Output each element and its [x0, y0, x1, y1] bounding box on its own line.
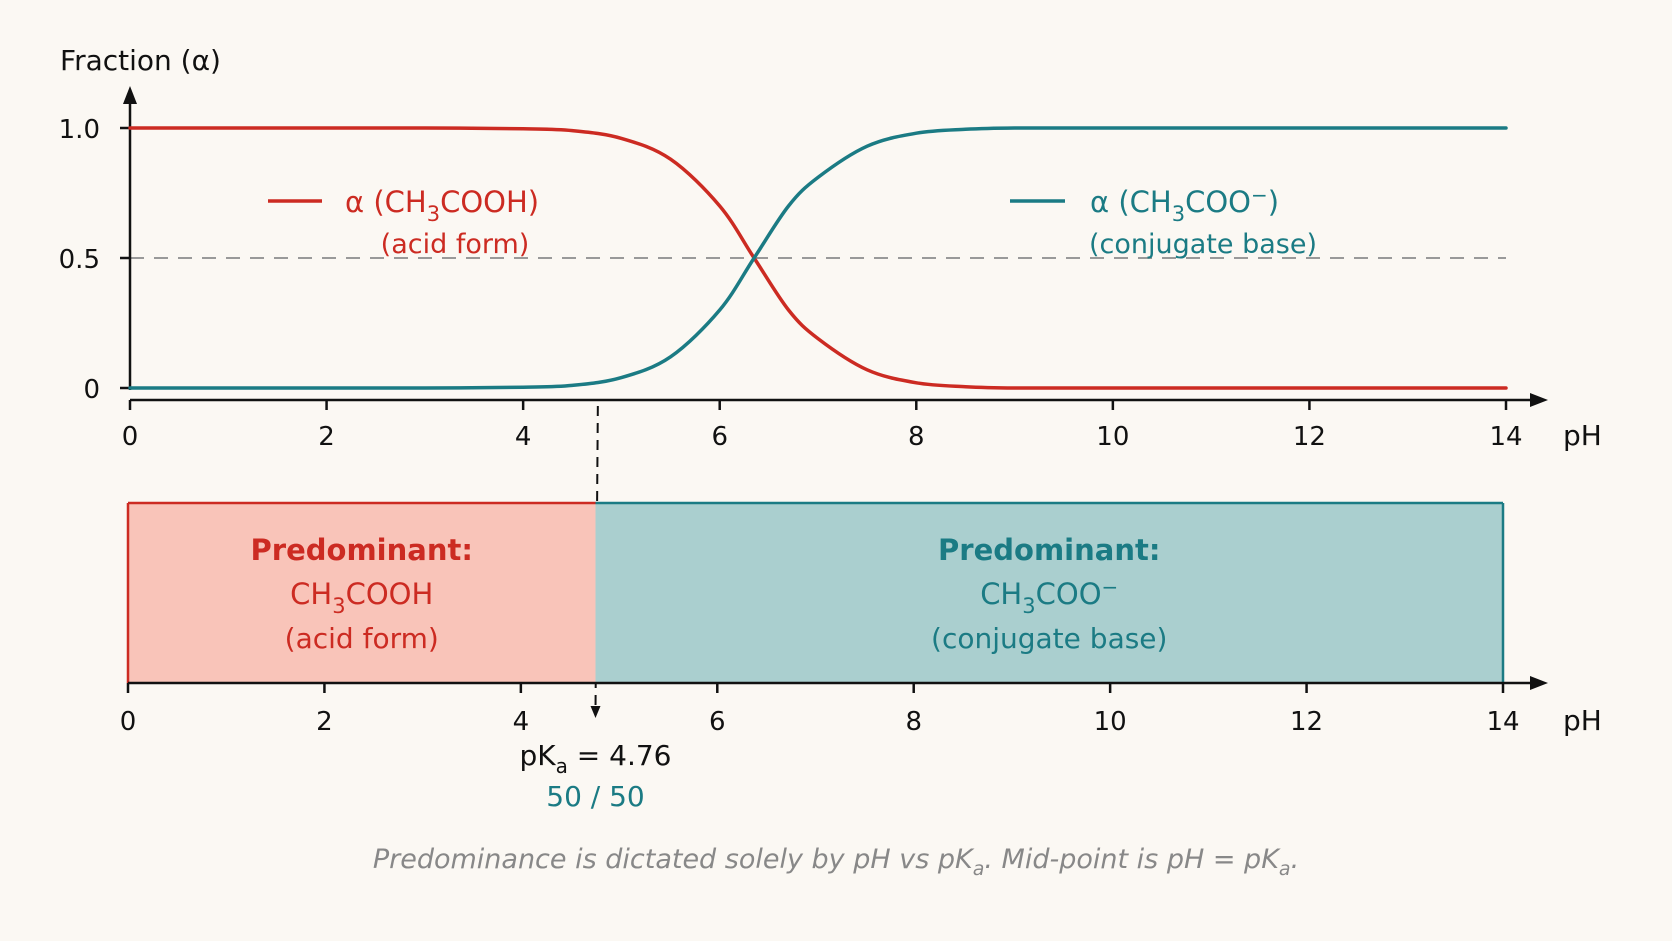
legend-acid: α (CH3COOH) (acid form)	[268, 185, 539, 260]
bottom-x-tick-label: 14	[1486, 707, 1519, 737]
top-plot: Fraction (α) 0 0.5 1.0 0 2 4 6 8 10 12 14 pH α (C…	[59, 44, 1602, 452]
base-region-species: CH3COO−	[980, 575, 1118, 618]
top-x-tick-label: 4	[515, 422, 532, 452]
bottom-x-axis-arrow-icon	[1530, 676, 1548, 690]
acid-fraction-line	[128, 126, 1508, 390]
top-x-axis-title: pH	[1563, 419, 1602, 452]
top-x-tick-label: 0	[122, 422, 139, 452]
y-tick-label: 0.5	[59, 245, 100, 275]
base-region-note: (conjugate base)	[931, 622, 1167, 655]
y-axis-title: Fraction (α)	[60, 44, 221, 77]
top-x-tick-label: 6	[711, 422, 728, 452]
region-layer: Predominant: CH3COOH (acid form) Predominan…	[126, 501, 1505, 683]
top-x-tick-label: 12	[1293, 422, 1326, 452]
legend-base-label: α (CH3COO−)	[1090, 183, 1279, 226]
acid-region-title: Predominant:	[251, 533, 473, 567]
bottom-x-tick-label: 6	[709, 707, 726, 737]
base-region	[595, 503, 1503, 683]
acid-region-species: CH3COOH	[290, 577, 433, 618]
top-y-axis-arrow-icon	[123, 86, 137, 104]
series-layer	[128, 126, 1508, 390]
pka-arrow-icon	[590, 706, 601, 718]
legend-acid-label: α (CH3COOH)	[345, 185, 539, 226]
bottom-x-tick-label: 4	[513, 707, 530, 737]
y-tick-label: 0	[83, 375, 100, 405]
bottom-x-tick-label: 12	[1290, 707, 1323, 737]
acid-region-note: (acid form)	[285, 622, 439, 655]
y-tick-label: 1.0	[59, 115, 100, 145]
acid-region	[128, 503, 596, 683]
legend-base-note: (conjugate base)	[1089, 229, 1317, 260]
top-x-axis-arrow-icon	[1530, 393, 1548, 407]
bottom-x-tick-label: 2	[316, 707, 333, 737]
top-x-tick-label: 14	[1489, 422, 1522, 452]
bottom-plot: Predominant: CH3COOH (acid form) Predominan…	[120, 501, 1602, 813]
pka-label: pKa = 4.76	[519, 739, 671, 778]
y-axis-ticks: 0 0.5 1.0	[59, 115, 130, 405]
bottom-x-tick-label: 10	[1094, 707, 1127, 737]
ratio-label: 50 / 50	[546, 780, 645, 813]
bottom-x-tick-label: 8	[905, 707, 922, 737]
top-x-tick-label: 10	[1096, 422, 1129, 452]
base-fraction-line	[128, 126, 1508, 390]
top-x-tick-label: 2	[318, 422, 335, 452]
top-x-tick-label: 8	[908, 422, 925, 452]
caption: Predominance is dictated solely by pH vs…	[373, 844, 1299, 880]
legend-base: α (CH3COO−) (conjugate base)	[1010, 183, 1317, 260]
top-x-axis-ticks: 0 2 4 6 8 10 12 14	[122, 400, 1523, 452]
legend-acid-note: (acid form)	[381, 229, 530, 260]
bottom-x-axis-title: pH	[1563, 704, 1602, 737]
bottom-x-tick-label: 0	[120, 707, 137, 737]
base-region-title: Predominant:	[938, 533, 1160, 567]
bottom-x-axis-ticks: 0 2 4 6 8 10 12 14	[120, 683, 1520, 737]
